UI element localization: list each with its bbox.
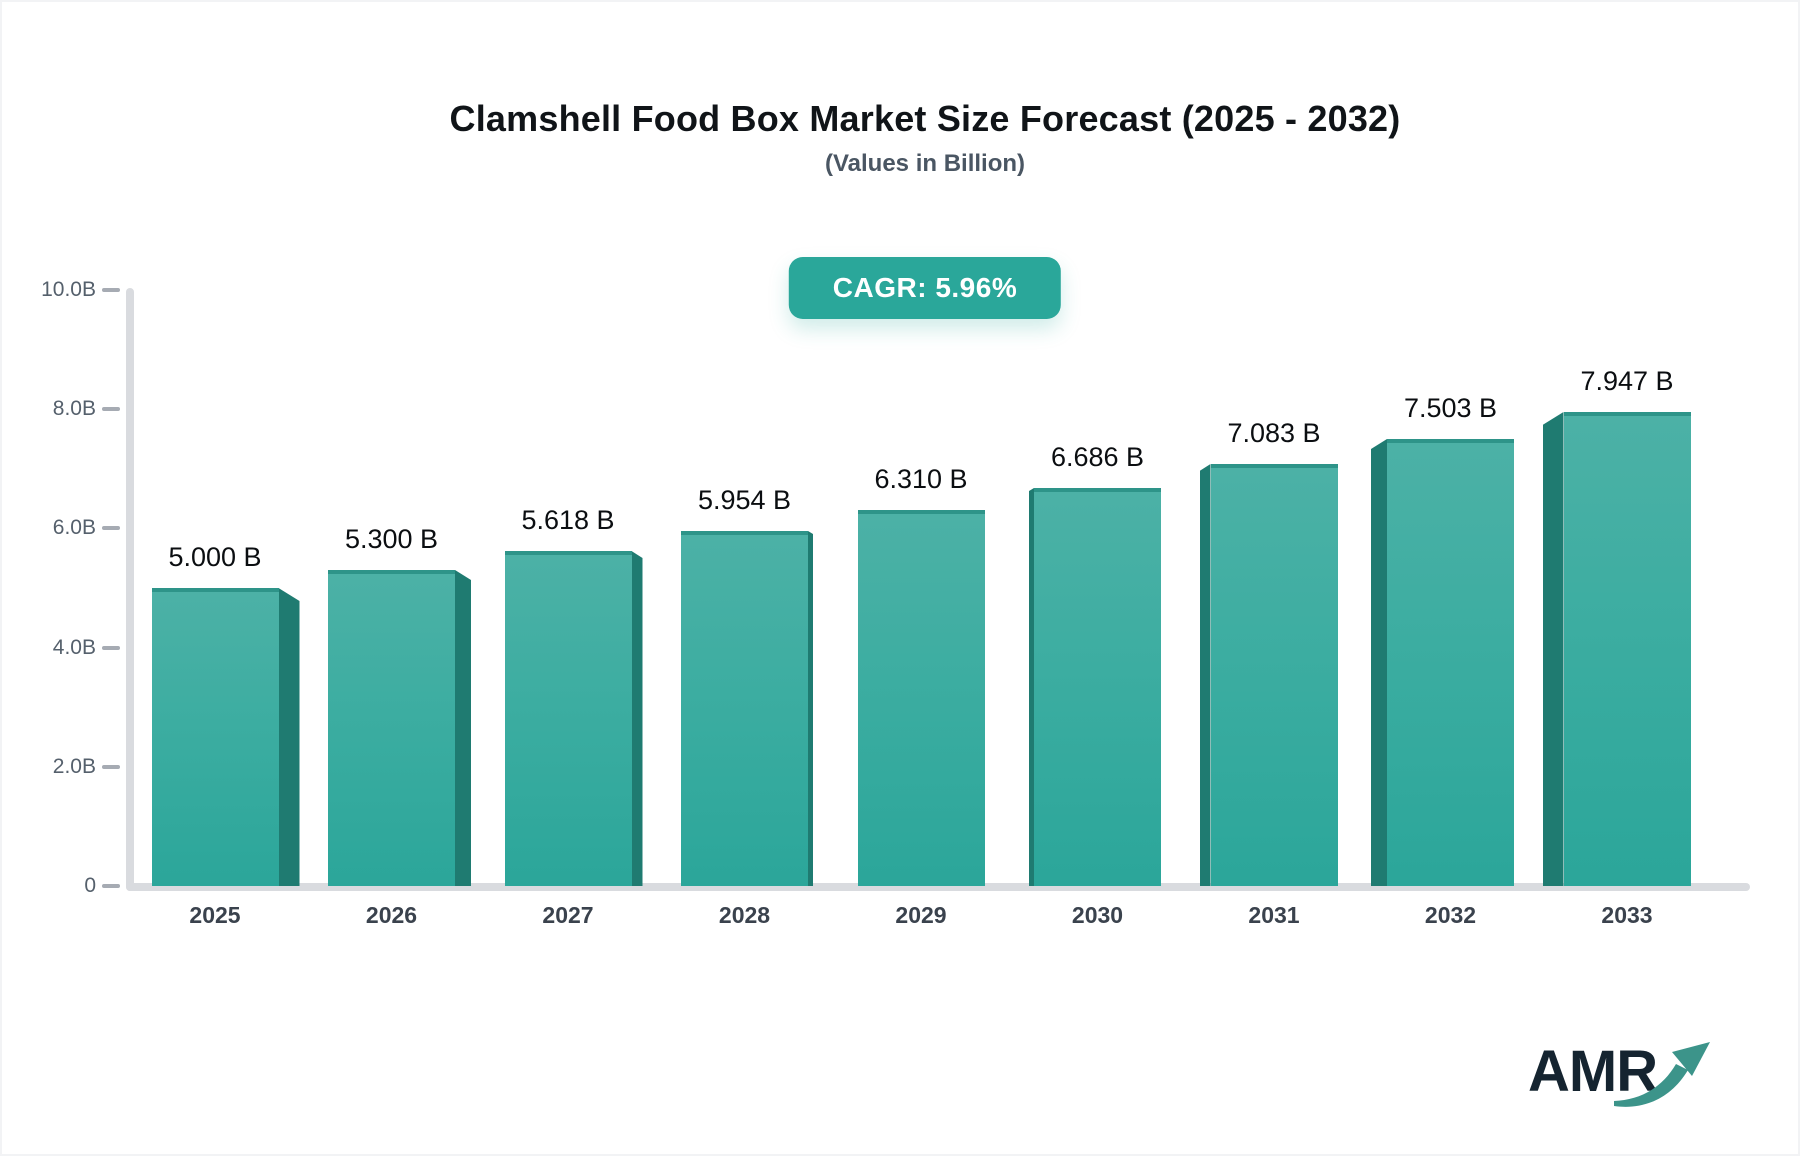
y-tick-label: 0 xyxy=(84,874,96,897)
y-tick-dash xyxy=(102,407,120,412)
y-tick-label: 10.0B xyxy=(41,278,96,301)
x-axis-label-2028: 2028 xyxy=(718,902,771,928)
bar-2030 xyxy=(1034,488,1161,886)
y-tick-dash xyxy=(102,526,120,531)
x-axis-label-2033: 2033 xyxy=(1601,902,1653,928)
bar-side-face xyxy=(1199,464,1211,886)
y-tick-label: 4.0B xyxy=(52,635,96,659)
y-tick-label: 6.0B xyxy=(52,516,96,540)
chart-title: Clamshell Food Box Market Size Forecast … xyxy=(449,98,1401,139)
y-tick-dash xyxy=(102,764,120,769)
bar-value-label: 7.947 B xyxy=(1580,366,1674,396)
y-tick-label: 8.0B xyxy=(52,397,96,421)
bar-value-label: 5.618 B xyxy=(521,505,615,535)
amr-logo: AMR xyxy=(1528,1032,1718,1116)
chart-subtitle: (Values in Billion) xyxy=(824,150,1026,177)
y-axis-line xyxy=(126,288,134,891)
bar-value-label: 6.686 B xyxy=(1050,442,1145,472)
bar-side-face xyxy=(808,531,813,886)
y-tick-dash xyxy=(102,884,120,888)
bar-value-label: 6.310 B xyxy=(874,464,968,494)
bar-value-label: 7.083 B xyxy=(1227,418,1321,448)
bar-2032 xyxy=(1387,439,1514,886)
bar-value-label: 7.503 B xyxy=(1403,393,1498,423)
x-axis-label-2027: 2027 xyxy=(542,902,594,928)
bar-2028 xyxy=(681,531,808,886)
bar-side-face xyxy=(631,551,643,886)
growth-arrow-icon xyxy=(1614,1042,1710,1107)
x-axis-label-2029: 2029 xyxy=(895,902,947,928)
y-tick-dash xyxy=(102,645,120,650)
bar-2026 xyxy=(328,570,455,886)
x-axis-line xyxy=(126,883,1750,891)
x-axis-label-2025: 2025 xyxy=(189,902,241,928)
bar-side-face xyxy=(1371,439,1387,886)
bar-2029 xyxy=(857,510,985,886)
bar-side-face xyxy=(1029,488,1034,886)
x-axis-label-2031: 2031 xyxy=(1248,902,1300,928)
cagr-badge: CAGR: 5.96% xyxy=(788,257,1062,319)
bar-side-face xyxy=(455,570,471,886)
bar-value-label: 5.000 B xyxy=(168,542,262,572)
bar-2033 xyxy=(1563,412,1691,886)
bar-2025 xyxy=(151,588,279,886)
y-tick-dash xyxy=(102,288,120,292)
y-tick-label: 2.0B xyxy=(52,754,96,778)
x-axis-label-2030: 2030 xyxy=(1071,902,1124,928)
bar-side-face xyxy=(278,588,300,886)
bar-2027 xyxy=(504,551,632,886)
bar-2031 xyxy=(1210,464,1338,886)
x-axis-label-2032: 2032 xyxy=(1424,902,1477,928)
bar-value-label: 5.954 B xyxy=(697,485,792,515)
bar-value-label: 5.300 B xyxy=(344,524,439,554)
amr-logo-text: AMR xyxy=(1528,1039,1658,1104)
bar-side-face xyxy=(1542,412,1564,886)
x-axis-label-2026: 2026 xyxy=(365,902,418,928)
